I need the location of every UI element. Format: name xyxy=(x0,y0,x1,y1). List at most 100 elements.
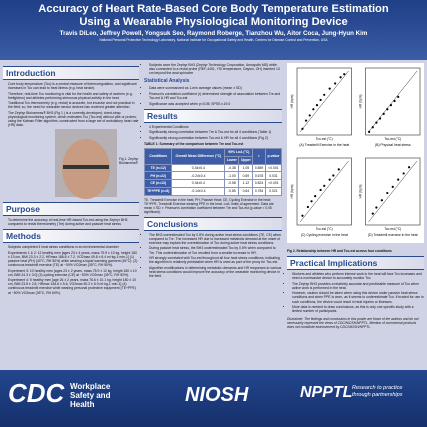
y-axis-label: HR (bpm) xyxy=(290,95,294,109)
data-point xyxy=(386,191,389,195)
authors: Travis DiLeo, Jeffrey Powell, Yongsuk Se… xyxy=(59,30,368,37)
bullet: To determine the accuracy of real-time H… xyxy=(8,218,139,226)
bullet: Traditional Tco thermometry (e.g. rectal… xyxy=(8,101,139,109)
data-point xyxy=(315,104,319,107)
th: Overall Mean Difference (°C) xyxy=(171,147,226,165)
heading: Purpose xyxy=(3,201,139,216)
cell: 0.021 xyxy=(264,186,283,196)
cell: 0.784 xyxy=(252,186,266,196)
left-column: Introduction Core body temperature (Tco)… xyxy=(3,63,139,368)
data-point xyxy=(391,185,394,188)
header: Accuracy of Heart Rate-Based Core Body T… xyxy=(0,0,427,60)
data-point xyxy=(375,121,378,124)
title: Accuracy of Heart Rate-Based Core Body T… xyxy=(38,3,389,28)
data-point xyxy=(371,126,374,129)
right-column: Tco-est (°C) HR (bpm) (A) Treadmill Exerci… xyxy=(287,63,424,368)
bullet-list: Subjects completed 4 heat stress conditi… xyxy=(3,245,139,295)
heading: Practical Implications xyxy=(287,256,424,270)
data-point xyxy=(397,95,400,98)
cell: -0.14±0.4 xyxy=(171,186,226,196)
plot-frame xyxy=(365,67,421,136)
data-point xyxy=(343,73,346,76)
th: Conditions xyxy=(143,147,173,165)
cell: -0.85 xyxy=(224,186,240,196)
bullet: Data were summarized as 1-min average va… xyxy=(149,86,282,90)
data-point xyxy=(386,108,389,111)
data-point xyxy=(308,114,311,117)
heading: Results xyxy=(144,108,282,123)
bullet-list: Data were summarized as 1-min average va… xyxy=(144,86,282,105)
plot-frame xyxy=(296,157,352,226)
bullet: Significantly strong correlation between… xyxy=(149,136,282,140)
npptl-logo: NPPTL xyxy=(300,384,353,401)
panel-caption: (D) Treadmill exercise in the heat xyxy=(368,233,418,237)
data-point xyxy=(337,168,340,171)
cell: 0.031 xyxy=(264,171,283,181)
th: p-value xyxy=(264,147,283,165)
x-axis-label: Tco-est (°C) xyxy=(384,227,401,231)
th: 95% LoA (°C) xyxy=(224,147,254,157)
data-point xyxy=(304,119,308,122)
cell: 0.64 xyxy=(238,186,254,196)
table-row: TE+PPE (n=8) -0.14±0.4 -0.85 0.64 0.784 0.021 xyxy=(143,186,283,196)
trend-line xyxy=(368,160,418,223)
table-row: PH (n=22) -0.24±0.4 -1.00 0.69 0.678 0.031 xyxy=(143,171,283,181)
bullet-list: The BH3 overestimated Tco by 0.8% during… xyxy=(144,233,282,278)
heading: Introduction xyxy=(3,66,139,80)
th: r xyxy=(252,147,266,165)
data-point xyxy=(323,93,326,96)
bullet-list: Workers and athletes who perform intense… xyxy=(287,272,424,313)
data-point xyxy=(301,127,304,130)
cell: 1.12 xyxy=(238,179,254,188)
cell: -1.00 xyxy=(224,171,240,181)
bullet-list: 4 Experimental ConditionsSignificantly s… xyxy=(144,125,282,140)
data-point xyxy=(382,112,385,115)
cdc-logo: CDC xyxy=(8,378,65,408)
bullet: The Zephyr Bioharness® BH3 (Fig 1.) is a… xyxy=(8,111,139,127)
data-point xyxy=(339,76,342,79)
bullet: The Zephyr BH3 provides a relatively acc… xyxy=(292,282,424,290)
panel-caption: (C) Cycling exercise in the heat xyxy=(301,233,348,237)
table: Conditions Overall Mean Difference (°C) 95… xyxy=(143,147,283,196)
bullet: The BH3 overestimated Tco by 0.8% during… xyxy=(149,233,282,245)
affiliation: National Personal Protective Technology … xyxy=(99,38,328,42)
bullet: Subjects wore the Zephyr BH3 (Zephyr Tec… xyxy=(149,63,282,75)
bullet: Experiment 4: 5 healthy men [age 26 ± 2 … xyxy=(8,278,139,294)
bullet-list: Subjects wore the Zephyr BH3 (Zephyr Tec… xyxy=(144,63,282,75)
x-axis-label: Tco-est (°C) xyxy=(384,137,401,141)
cell: 1.05 xyxy=(238,163,254,173)
subheading: Statistical Analysis xyxy=(144,78,190,85)
bullet: However, caution should be taken when us… xyxy=(292,291,424,303)
data-point xyxy=(312,108,315,111)
cell: <0.001 xyxy=(264,179,283,188)
data-point xyxy=(310,200,313,203)
bullet: More data is needed to draw conclusions,… xyxy=(292,305,424,313)
bullet: Subjects completed 4 heat stress conditi… xyxy=(8,245,139,249)
cell: 0.859 xyxy=(252,163,266,173)
cell: TE+PPE (n=8) xyxy=(143,186,173,196)
figure-caption: Fig 2. Relationship between HR and Tco-e… xyxy=(287,249,392,253)
data-point xyxy=(393,99,396,103)
data-point xyxy=(319,98,322,102)
table-note: TE, Treadmill Exercise in the heat; PH, … xyxy=(144,197,274,214)
data-point xyxy=(323,184,326,187)
table-row: CE (n=13) 0.34±0.4 -0.58 1.12 0.824 <0.001 xyxy=(143,179,283,188)
panel-caption: (A) Treadmill Exercise in the heat xyxy=(299,143,349,147)
bullet: Therefore, real-time Tco monitoring is v… xyxy=(8,92,139,100)
bullet-list: Core body temperature (Tco) is a central… xyxy=(3,82,139,127)
data-point xyxy=(332,174,335,177)
cell: -0.24±0.4 xyxy=(171,171,226,181)
cell: 0.34±0.4 xyxy=(171,179,226,188)
data-point xyxy=(334,82,337,85)
bullet: During passive heat stress, the BH3 unde… xyxy=(149,246,282,254)
data-point xyxy=(371,212,374,215)
bullet: Significance was accepted when p<0.05; S… xyxy=(149,102,282,106)
bullet: Significantly strong correlation between… xyxy=(149,130,282,134)
data-point xyxy=(319,188,322,192)
data-point xyxy=(301,214,304,217)
y-axis-label: HR (bpm) xyxy=(290,185,294,199)
cell: -0.38 xyxy=(224,163,240,173)
disclaimer: Disclaimer: The findings and conclusions… xyxy=(287,317,419,330)
data-point xyxy=(378,117,382,120)
